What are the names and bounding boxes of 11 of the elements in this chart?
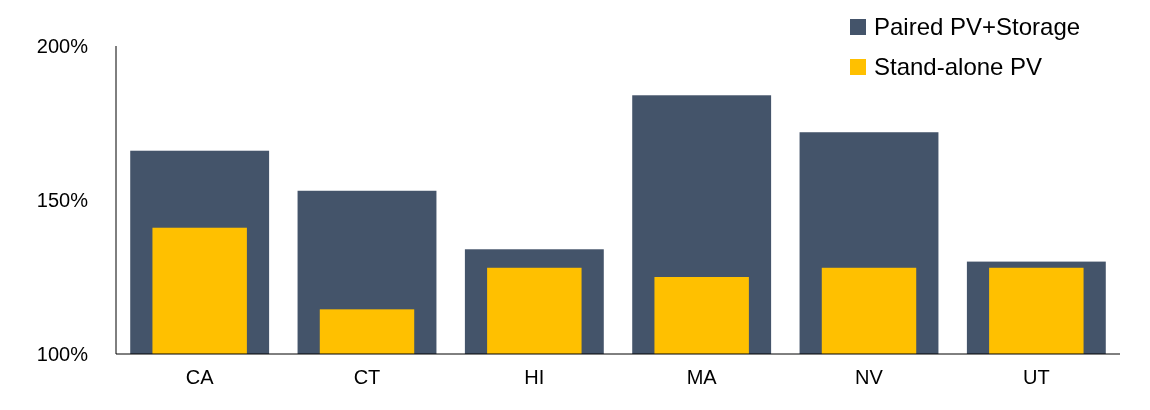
legend-label: Stand-alone PV xyxy=(874,53,1043,81)
x-tick-label: NV xyxy=(855,366,884,388)
legend-label: Paired PV+Storage xyxy=(874,13,1081,41)
y-tick-label: 100% xyxy=(36,343,89,365)
x-tick-label: HI xyxy=(524,366,545,388)
x-tick-label: CT xyxy=(353,366,381,388)
x-tick-label: UT xyxy=(1023,366,1050,388)
x-tick-label: MA xyxy=(686,366,718,388)
x-tick-label: CA xyxy=(185,366,215,388)
y-tick-label: 200% xyxy=(36,35,89,57)
y-tick-label: 150% xyxy=(36,189,89,211)
